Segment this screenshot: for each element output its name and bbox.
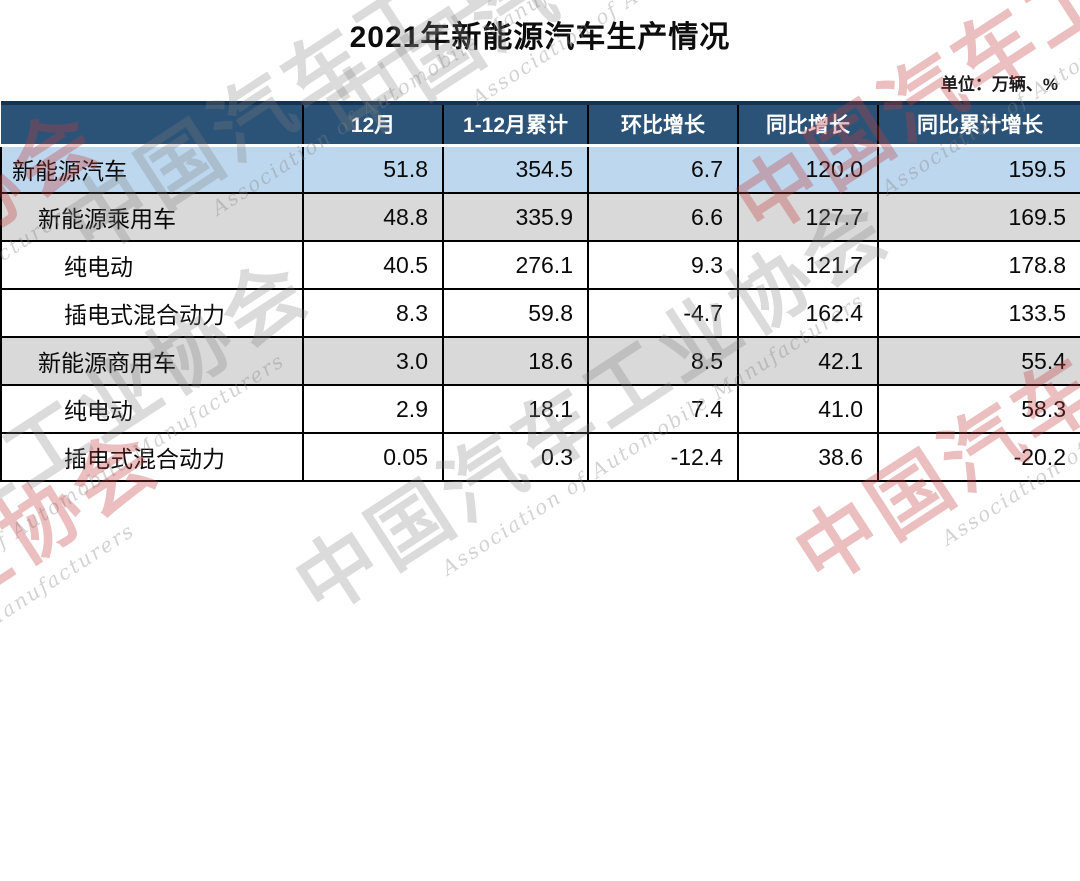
value-cell: 276.1 xyxy=(442,240,589,290)
column-header-yoy-cumulative-growth: 同比累计增长 xyxy=(877,103,1080,147)
value-cell: 133.5 xyxy=(877,288,1080,338)
value-cell: 18.6 xyxy=(442,336,589,386)
header-row: 12月 1-12月累计 环比增长 同比增长 同比累计增长 xyxy=(1,103,1080,147)
unit-note: 单位：万辆、% xyxy=(940,75,1058,94)
column-header-blank xyxy=(1,103,303,147)
value-cell: 127.7 xyxy=(737,192,879,242)
value-cell: 0.3 xyxy=(442,432,589,482)
table-row-passenger-bev: 纯电动 40.5 276.1 9.3 121.7 178.8 xyxy=(0,240,1080,290)
value-cell: -4.7 xyxy=(587,288,739,338)
value-cell: 42.1 xyxy=(737,336,879,386)
value-cell: 162.4 xyxy=(737,288,879,338)
value-cell: 8.5 xyxy=(587,336,739,386)
value-cell: -20.2 xyxy=(877,432,1080,482)
value-cell: 178.8 xyxy=(877,240,1080,290)
value-cell: -12.4 xyxy=(587,432,739,482)
table-row-commercial-phev: 插电式混合动力 0.05 0.3 -12.4 38.6 -20.2 xyxy=(0,432,1080,482)
value-cell: 48.8 xyxy=(302,192,444,242)
row-label: 纯电动 xyxy=(0,240,304,290)
value-cell: 121.7 xyxy=(737,240,879,290)
value-cell: 58.3 xyxy=(877,384,1080,434)
column-header-mom-growth: 环比增长 xyxy=(587,103,738,147)
column-header-yoy-growth: 同比增长 xyxy=(737,103,878,147)
value-cell: 6.6 xyxy=(587,192,739,242)
table-row-nev-passenger: 新能源乘用车 48.8 335.9 6.6 127.7 169.5 xyxy=(0,192,1080,242)
table-row-nev-total: 新能源汽车 51.8 354.5 6.7 120.0 159.5 xyxy=(0,144,1080,194)
row-label: 插电式混合动力 xyxy=(0,432,304,482)
value-cell: 18.1 xyxy=(442,384,589,434)
row-label: 纯电动 xyxy=(0,384,304,434)
table-row-passenger-phev: 插电式混合动力 8.3 59.8 -4.7 162.4 133.5 xyxy=(0,288,1080,338)
value-cell: 40.5 xyxy=(302,240,444,290)
table-row-nev-commercial: 新能源商用车 3.0 18.6 8.5 42.1 55.4 xyxy=(0,336,1080,386)
value-cell: 354.5 xyxy=(442,144,589,194)
value-cell: 9.3 xyxy=(587,240,739,290)
value-cell: 51.8 xyxy=(302,144,444,194)
value-cell: 38.6 xyxy=(737,432,879,482)
value-cell: 335.9 xyxy=(442,192,589,242)
value-cell: 41.0 xyxy=(737,384,879,434)
value-cell: 59.8 xyxy=(442,288,589,338)
value-cell: 8.3 xyxy=(302,288,444,338)
row-label: 新能源商用车 xyxy=(0,336,304,386)
value-cell: 0.05 xyxy=(302,432,444,482)
row-label: 新能源汽车 xyxy=(0,144,304,194)
column-header-cumulative: 1-12月累计 xyxy=(442,103,588,147)
table-row-commercial-bev: 纯电动 2.9 18.1 7.4 41.0 58.3 xyxy=(0,384,1080,434)
value-cell: 2.9 xyxy=(302,384,444,434)
row-label: 插电式混合动力 xyxy=(0,288,304,338)
row-label: 新能源乘用车 xyxy=(0,192,304,242)
value-cell: 6.7 xyxy=(587,144,739,194)
value-cell: 159.5 xyxy=(877,144,1080,194)
watermark-en-text: Association of Automobile Manufacturers xyxy=(0,517,140,810)
value-cell: 7.4 xyxy=(587,384,739,434)
value-cell: 55.4 xyxy=(877,336,1080,386)
page-title: 2021年新能源汽车生产情况 xyxy=(349,21,731,54)
value-cell: 120.0 xyxy=(737,144,879,194)
value-cell: 169.5 xyxy=(877,192,1080,242)
column-header-december: 12月 xyxy=(302,103,443,147)
production-table: 12月 1-12月累计 环比增长 同比增长 同比累计增长 新能源汽车 51.8 … xyxy=(0,101,1080,482)
value-cell: 3.0 xyxy=(302,336,444,386)
